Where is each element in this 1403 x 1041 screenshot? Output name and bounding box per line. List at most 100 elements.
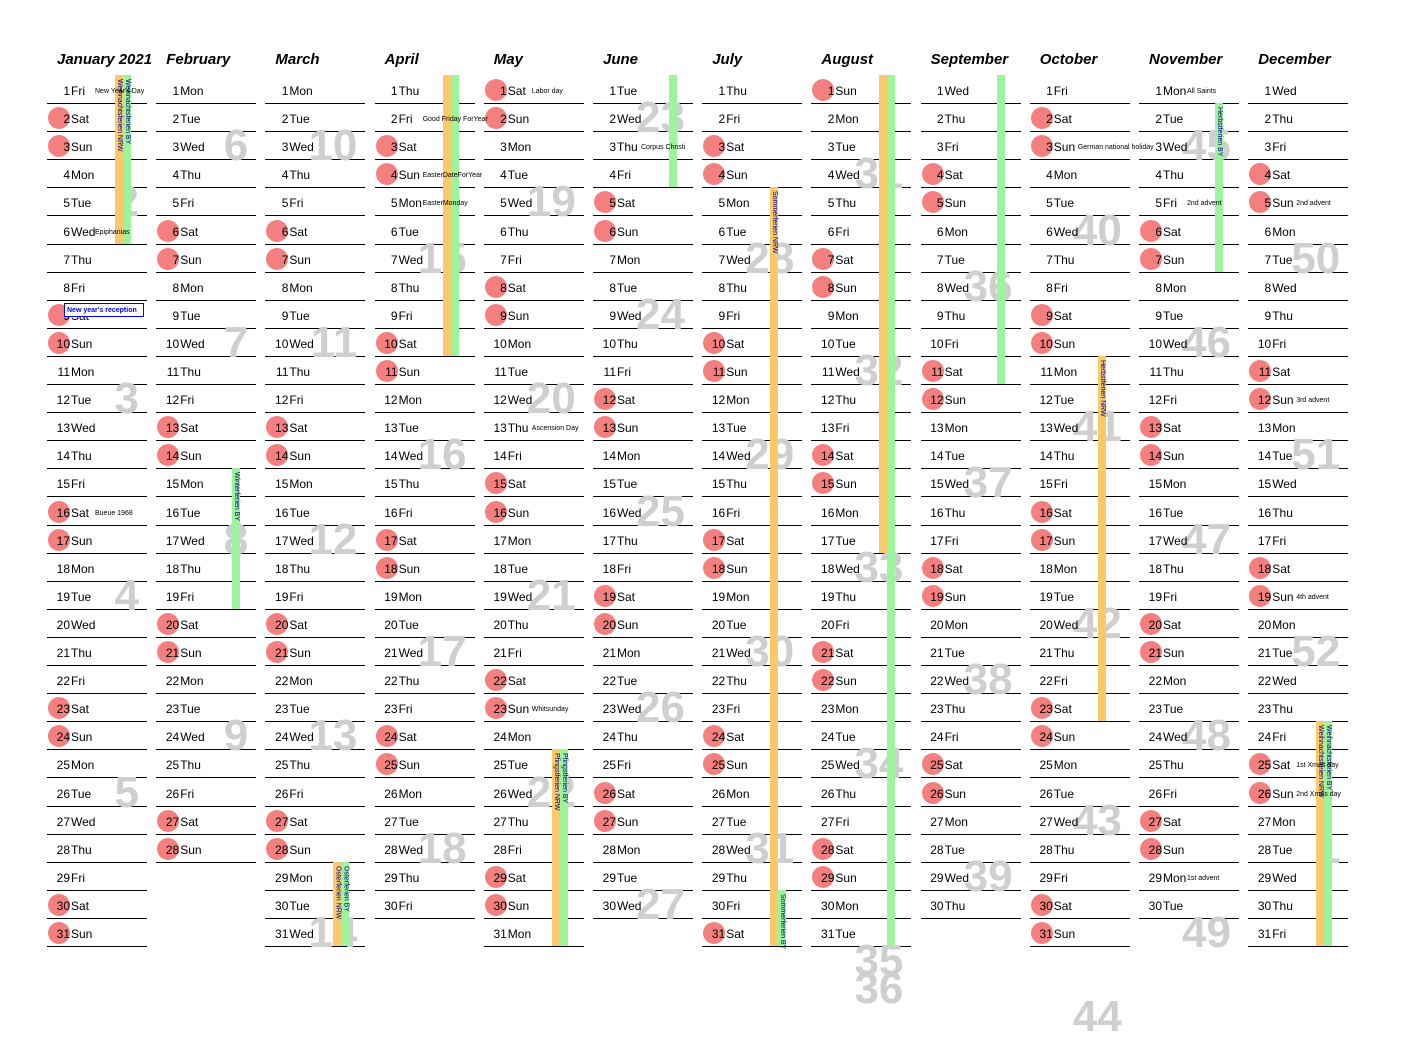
day-row[interactable]: 3 Fri: [920, 132, 1021, 161]
day-row[interactable]: 4 Thu: [1139, 160, 1239, 189]
day-row[interactable]: 7 Fri: [483, 245, 584, 273]
day-row[interactable]: 19 Fri: [1139, 582, 1239, 610]
day-row[interactable]: 5 Sat: [593, 188, 693, 217]
day-row[interactable]: 1 Thu: [374, 76, 475, 104]
day-row[interactable]: 22 Fri: [1029, 666, 1130, 695]
day-row[interactable]: 9 Fri: [702, 301, 803, 329]
day-row[interactable]: 18 Mon: [1029, 554, 1130, 582]
day-row[interactable]: 22 Tue: [593, 666, 693, 695]
day-row[interactable]: 25 Fri: [593, 750, 693, 779]
day-row[interactable]: 27 Mon: [1248, 807, 1349, 835]
day-row[interactable]: 29 Tue: [593, 863, 693, 891]
day-row[interactable]: 16 Sat Bueue 1968: [47, 498, 147, 526]
day-row[interactable]: 8 Fri: [1029, 273, 1130, 301]
day-row[interactable]: 7 Mon: [593, 245, 693, 273]
day-row[interactable]: 2 Thu: [920, 104, 1021, 133]
day-row[interactable]: 3 Wed: [1139, 132, 1239, 161]
day-row[interactable]: 29 Thu: [702, 863, 803, 891]
day-row[interactable]: 2 Thu: [1248, 104, 1349, 133]
day-row[interactable]: 7 Sun: [265, 245, 366, 273]
day-row[interactable]: 22 Wed: [920, 666, 1021, 695]
day-row[interactable]: 23 Fri: [702, 694, 803, 723]
day-row[interactable]: 27 Sat: [156, 807, 257, 835]
day-row[interactable]: 14 Thu: [47, 441, 147, 470]
day-row[interactable]: 27 Sat: [1139, 807, 1239, 835]
day-row[interactable]: 15 Wed: [920, 469, 1021, 498]
day-row[interactable]: 17 Fri: [920, 526, 1021, 554]
day-row[interactable]: 10 Mon: [483, 329, 584, 357]
day-row[interactable]: 13 Wed: [47, 413, 147, 442]
day-row[interactable]: 15 Sat: [483, 469, 584, 498]
day-row[interactable]: 21 Mon: [593, 638, 693, 666]
day-row[interactable]: 24 Fri: [1248, 722, 1349, 751]
day-row[interactable]: 23 Tue: [1139, 694, 1239, 723]
day-row[interactable]: 24 Sun: [1029, 722, 1130, 751]
day-row[interactable]: 22 Wed: [1248, 666, 1349, 695]
day-row[interactable]: 18 Fri: [593, 554, 693, 582]
day-row[interactable]: 8 Wed: [1248, 273, 1349, 301]
day-row[interactable]: 26 Wed: [483, 779, 584, 807]
day-row[interactable]: 28 Thu: [47, 835, 147, 863]
day-row[interactable]: 19 Thu: [811, 582, 912, 610]
day-row[interactable]: 2 Tue: [1139, 104, 1239, 133]
day-row[interactable]: 3 Sun: [47, 132, 147, 161]
day-row[interactable]: 4 Tue: [483, 160, 584, 189]
day-row[interactable]: 2 Sat: [47, 104, 147, 133]
day-row[interactable]: 12 Wed: [483, 385, 584, 414]
day-row[interactable]: 3 Wed: [156, 132, 257, 161]
day-row[interactable]: 25 Sat 1st Xmas day: [1248, 750, 1349, 779]
day-row[interactable]: 19 Wed: [483, 582, 584, 610]
day-row[interactable]: 14 Sun: [156, 441, 257, 470]
day-row[interactable]: 23 Mon: [811, 694, 912, 723]
day-row[interactable]: 30 Tue: [265, 891, 366, 919]
day-row[interactable]: 19 Mon: [374, 582, 475, 610]
day-row[interactable]: 23 Sat: [47, 694, 147, 723]
day-row[interactable]: 17 Wed: [156, 526, 257, 554]
day-row[interactable]: 23 Thu: [1248, 694, 1349, 723]
day-row[interactable]: 19 Sun 4th advent: [1248, 582, 1349, 610]
day-row[interactable]: 1 Wed: [920, 76, 1021, 104]
day-row[interactable]: 9 Tue: [1139, 301, 1239, 329]
day-row[interactable]: 4 Sat: [920, 160, 1021, 189]
day-row[interactable]: 24 Sat: [702, 722, 803, 751]
day-row[interactable]: 20 Wed: [1029, 610, 1130, 638]
day-row[interactable]: 9 Thu: [920, 301, 1021, 329]
day-row[interactable]: 17 Thu: [593, 526, 693, 554]
day-row[interactable]: 29 Wed: [1248, 863, 1349, 891]
day-row[interactable]: 12 Tue: [47, 385, 147, 414]
day-row[interactable]: 25 Thu: [156, 750, 257, 779]
day-row[interactable]: 8 Mon: [265, 273, 366, 301]
day-row[interactable]: 5 Mon: [702, 188, 803, 217]
day-row[interactable]: 16 Wed: [593, 498, 693, 526]
day-row[interactable]: 26 Fri: [1139, 779, 1239, 807]
day-row[interactable]: 13 Tue: [374, 413, 475, 442]
day-row[interactable]: 1 Mon: [156, 76, 257, 104]
day-row[interactable]: 11 Thu: [1139, 357, 1239, 385]
day-row[interactable]: 12 Mon: [374, 385, 475, 414]
day-row[interactable]: 28 Sun: [265, 835, 366, 863]
day-row[interactable]: 16 Fri: [374, 498, 475, 526]
day-row[interactable]: 4 Mon: [1029, 160, 1130, 189]
day-row[interactable]: 20 Sat: [265, 610, 366, 638]
day-row[interactable]: 10 Fri: [920, 329, 1021, 357]
day-row[interactable]: 7 Sun: [1139, 245, 1239, 273]
day-row[interactable]: 23 Tue: [156, 694, 257, 723]
day-row[interactable]: 29 Mon 1st advent: [1139, 863, 1239, 891]
day-row[interactable]: 5 Mon EasterMonday: [374, 188, 475, 217]
day-row[interactable]: 21 Sun: [1139, 638, 1239, 666]
day-row[interactable]: 30 Thu: [1248, 891, 1349, 919]
day-row[interactable]: 20 Mon: [1248, 610, 1349, 638]
day-row[interactable]: 7 Tue: [920, 245, 1021, 273]
day-row[interactable]: 27 Sat: [265, 807, 366, 835]
day-row[interactable]: 14 Tue: [1248, 441, 1349, 470]
day-row[interactable]: 11 Mon: [47, 357, 147, 385]
day-row[interactable]: 5 Fri 2nd advent: [1139, 188, 1239, 217]
day-row[interactable]: 12 Fri: [1139, 385, 1239, 414]
day-row[interactable]: 3 Sat: [374, 132, 475, 161]
day-row[interactable]: 20 Thu: [483, 610, 584, 638]
day-row[interactable]: 11 Mon: [1029, 357, 1130, 385]
day-row[interactable]: 8 Thu: [702, 273, 803, 301]
day-row[interactable]: 31 Sun: [47, 919, 147, 947]
day-row[interactable]: 2 Fri Good Friday ForYear: [374, 104, 488, 133]
day-row[interactable]: 28 Sat: [811, 835, 912, 863]
